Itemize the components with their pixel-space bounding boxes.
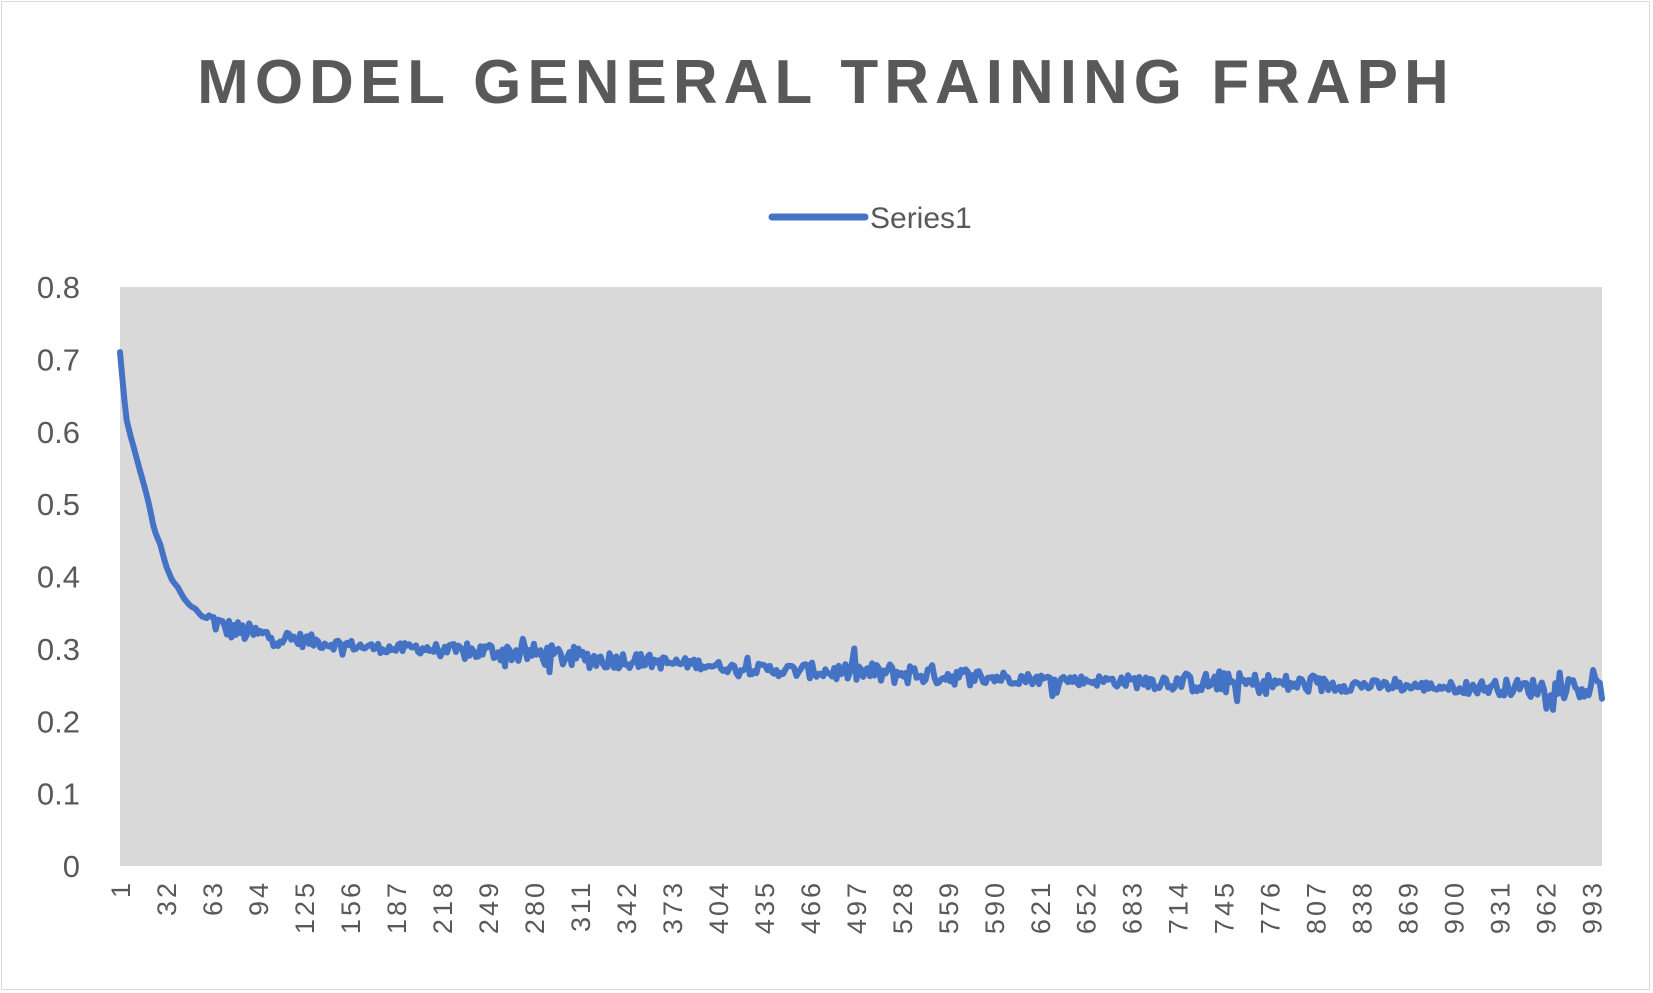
x-tick-label: 776 [1256,880,1286,934]
x-axis-ticks: 1 32 63 94 125 156 187 218 249 280 311 342 373 404 435… [106,880,1608,934]
chart-title: MODEL GENERAL TRAINING FRAPH [197,48,1455,117]
y-tick-label: 0.4 [37,560,80,595]
x-tick-label: 218 [428,880,458,934]
x-tick-label: 559 [934,880,964,934]
x-tick-label: 745 [1210,880,1240,934]
x-tick-label: 838 [1348,880,1378,934]
y-tick-label: 0.7 [37,342,80,377]
x-tick-label: 590 [980,880,1010,934]
x-tick-label: 311 [566,880,596,932]
y-axis-ticks: 0 0.1 0.2 0.3 0.4 0.5 0.6 0.7 0.8 [37,270,80,884]
x-tick-label: 714 [1164,880,1194,934]
x-tick-label: 280 [520,880,550,934]
x-tick-label: 187 [382,880,412,934]
x-tick-label: 900 [1440,880,1470,934]
x-tick-label: 807 [1302,880,1332,934]
legend-label-series1: Series1 [870,202,972,235]
y-tick-label: 0 [63,849,80,884]
x-tick-label: 156 [336,880,366,934]
x-tick-label: 94 [244,880,274,916]
x-tick-label: 993 [1578,880,1608,934]
x-tick-label: 528 [888,880,918,934]
x-tick-label: 1 [106,880,136,898]
y-tick-label: 0.8 [37,270,80,305]
x-tick-label: 249 [474,880,504,934]
x-tick-label: 63 [198,880,228,916]
plot-area [120,287,1602,866]
series-line-series1 [117,349,1605,713]
legend: Series1 [768,202,972,235]
x-tick-label: 125 [290,880,320,934]
x-tick-label: 342 [612,880,642,934]
x-tick-label: 466 [796,880,826,934]
x-tick-label: 962 [1532,880,1562,934]
y-tick-label: 0.3 [37,632,80,667]
x-tick-label: 652 [1072,880,1102,934]
x-tick-label: 497 [842,880,872,934]
y-tick-label: 0.6 [37,415,80,450]
x-tick-label: 869 [1394,880,1424,934]
y-tick-label: 0.1 [37,777,80,812]
x-tick-label: 373 [658,880,688,934]
series-layer [117,349,1605,713]
x-tick-label: 404 [704,880,734,934]
x-tick-label: 931 [1486,880,1516,934]
x-tick-label: 435 [750,880,780,934]
x-tick-label: 683 [1118,880,1148,934]
x-tick-label: 621 [1026,880,1056,934]
y-tick-label: 0.2 [37,704,80,739]
y-tick-label: 0.5 [37,487,80,522]
x-tick-label: 32 [152,880,182,916]
